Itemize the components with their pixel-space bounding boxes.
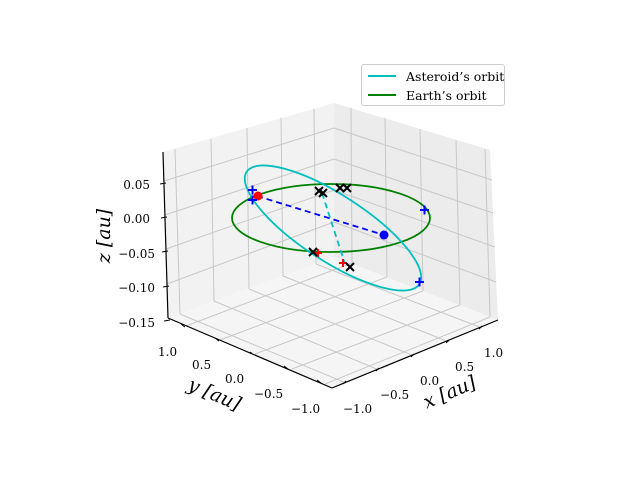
x-tick-label: 1.0 [484,346,503,360]
y-axis-line [167,317,333,389]
legend: Asteroid’s orbit Earth’s orbit [361,64,505,106]
legend-swatch-asteroid [368,75,396,77]
z-axis-label: z [au] [93,208,115,264]
y-ticks [180,323,322,384]
legend-label: Earth’s orbit [406,87,487,103]
y-tick-label: −1.0 [291,402,320,416]
y-tick-label: 0.0 [225,372,244,386]
y-tick-label: 0.5 [192,358,211,372]
x-tick-label: −0.5 [380,388,409,402]
z-tick-label: 0.00 [123,212,150,226]
z-tick-label: −0.10 [118,281,155,295]
earth-sun-line [256,195,385,236]
z-tick-label: −0.05 [118,247,155,261]
y-tick-label: −0.5 [254,387,283,401]
earth-orbit [231,183,431,253]
x-tick-label: −1.0 [343,402,372,416]
x-ticks [342,325,483,385]
black-x-markers [308,183,355,272]
x-tick-label: 0.5 [455,360,474,374]
legend-swatch-earth [368,94,396,96]
asteroid-node-line [321,192,346,265]
z-ticks [159,182,171,322]
legend-label: Asteroid’s orbit [406,68,505,84]
z-axis-line [162,151,169,319]
x-axis-line [331,319,499,389]
legend-item-asteroid: Asteroid’s orbit [368,67,504,85]
legend-item-earth: Earth’s orbit [368,86,487,104]
z-tick-label: −0.15 [118,316,155,330]
sun-marker [379,230,389,240]
z-tick-label: 0.05 [123,178,150,192]
blue-plus-markers [248,185,429,287]
earth-marker [253,191,263,201]
x-tick-label: 0.0 [420,374,439,388]
pane-right [334,103,498,320]
axis-edges [162,151,499,389]
y-tick-label: 1.0 [158,345,177,359]
